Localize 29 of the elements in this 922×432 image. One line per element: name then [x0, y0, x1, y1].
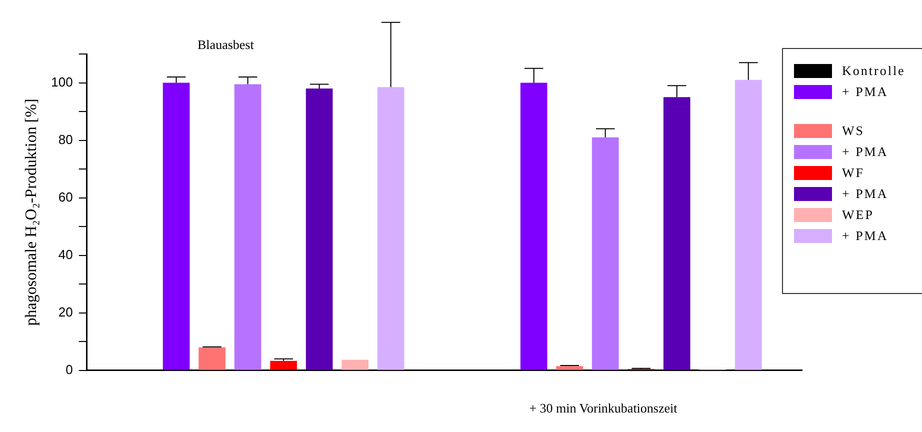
- y-tick-label: 80: [58, 132, 73, 147]
- y-tick-label: 20: [58, 304, 73, 320]
- legend-label: + PMA: [842, 144, 888, 160]
- bar: [377, 87, 404, 370]
- y-tick-label: 0: [66, 362, 73, 377]
- bar: [162, 82, 190, 370]
- bar: [520, 82, 548, 370]
- bar: [270, 360, 297, 370]
- bar: [198, 347, 226, 370]
- legend-label: + PMA: [842, 186, 888, 202]
- bar: [556, 366, 583, 370]
- legend-label: WF: [842, 164, 864, 180]
- legend-label: WEP: [842, 206, 874, 222]
- bar: [592, 137, 619, 370]
- bar: [306, 88, 333, 370]
- y-axis-title: phagosomale H₂O₂-Produktion [%]: [22, 98, 40, 326]
- y-tick-label: 60: [58, 189, 73, 204]
- legend-label: + PMA: [842, 228, 888, 244]
- bar: [734, 80, 762, 370]
- y-tick-label: 40: [58, 246, 73, 262]
- bar: [663, 97, 690, 370]
- bar: [342, 360, 368, 370]
- text: Blauasbest: [198, 36, 254, 52]
- text: + 30 min Vorinkubationszeit: [529, 400, 678, 416]
- legend-label: WS: [842, 122, 864, 138]
- legend-label: Kontrolle: [842, 62, 906, 78]
- y-tick-label: 100: [51, 74, 73, 90]
- bar: [234, 84, 262, 370]
- legend-label: + PMA: [842, 84, 888, 100]
